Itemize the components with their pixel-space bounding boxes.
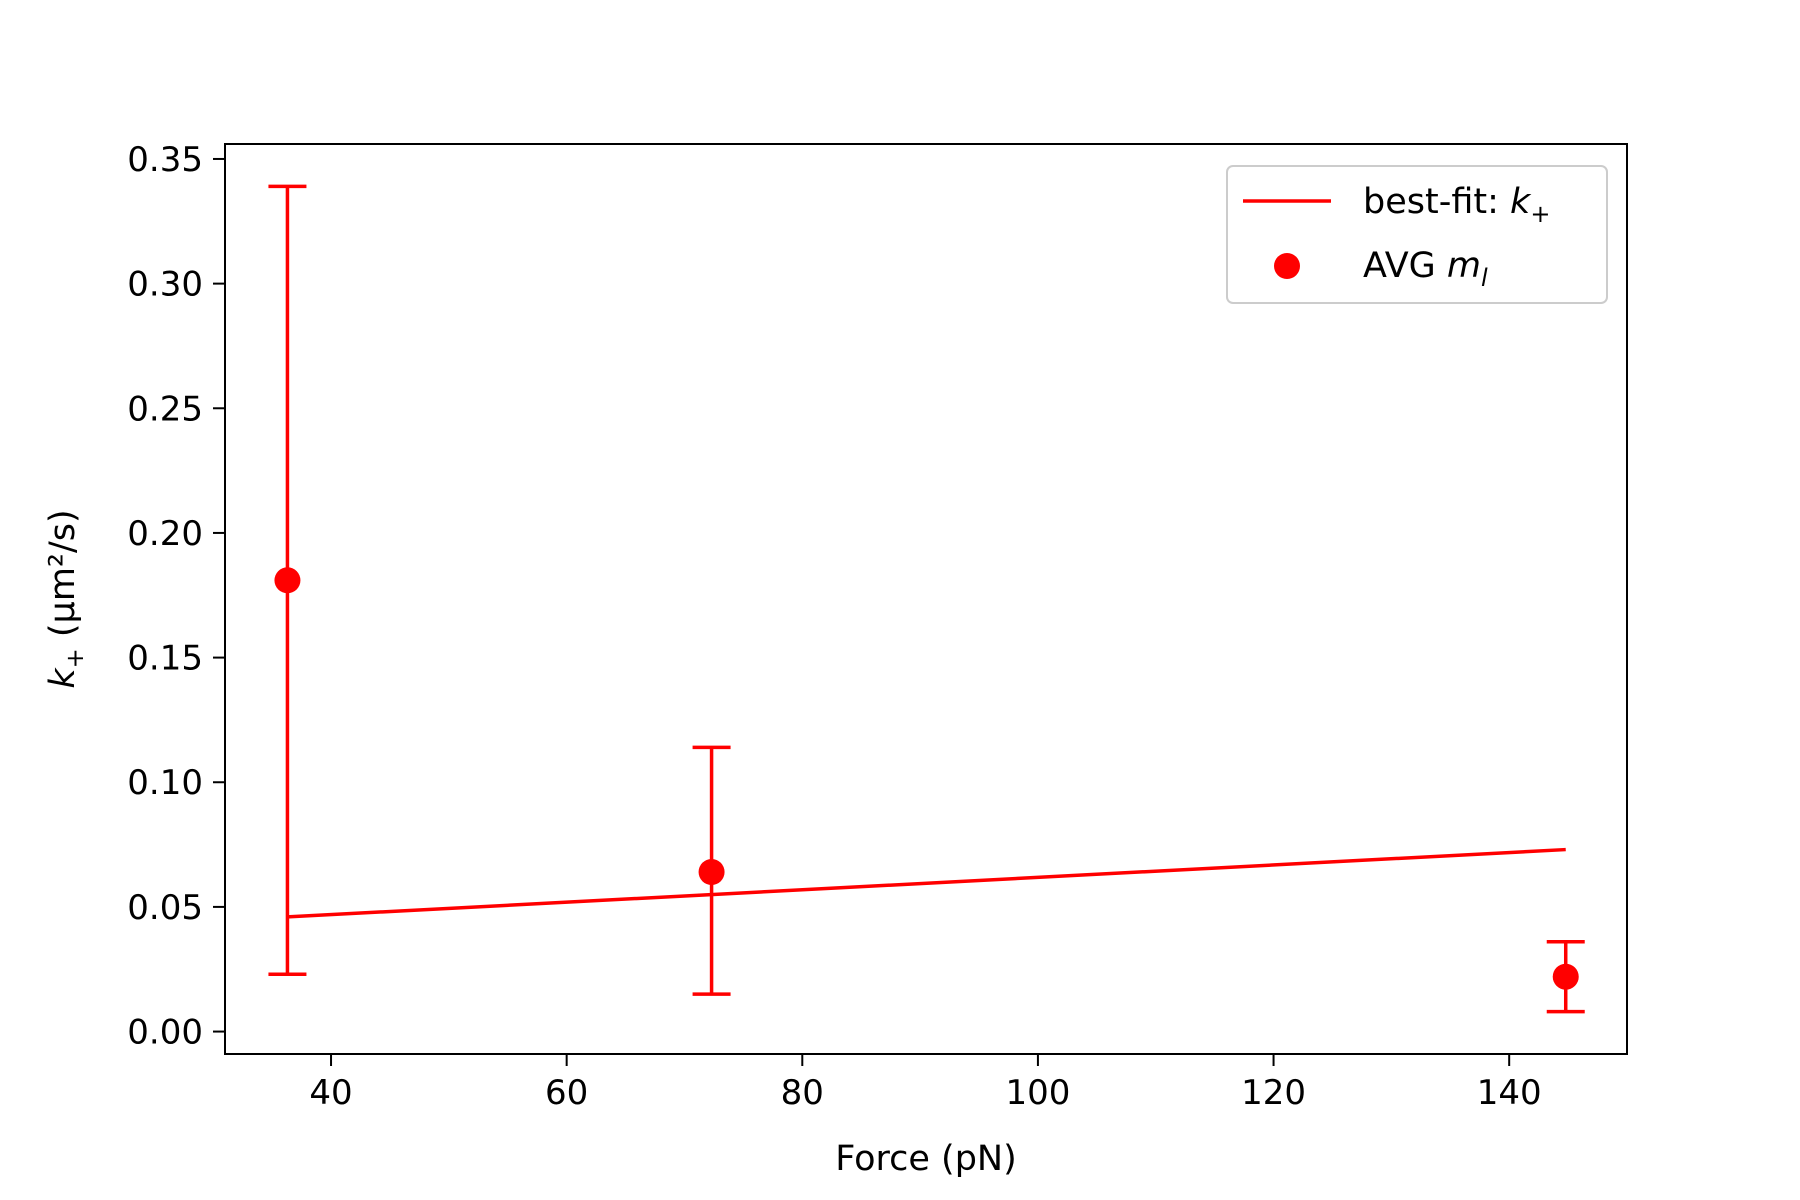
x-axis-ticks: 40 60 80 100 120 140: [309, 1054, 1542, 1113]
legend: best-fit: k+ AVG ml: [1226, 165, 1608, 304]
y-axis-ticks: 0.00 0.05 0.10 0.15 0.20 0.25 0.30 0.35: [127, 140, 225, 1053]
y-tick-label: 0.20: [127, 514, 203, 554]
legend-avg-subscript: l: [1481, 264, 1488, 292]
legend-entry-avg: AVG ml: [1363, 246, 1488, 292]
x-tick-label: 40: [309, 1073, 352, 1113]
x-tick-label: 80: [781, 1073, 824, 1113]
x-tick-label: 60: [545, 1073, 588, 1113]
legend-best-fit-symbol: k: [1510, 182, 1532, 222]
legend-best-fit-text: best-fit:: [1363, 182, 1510, 222]
data-point: [698, 859, 725, 885]
x-tick-label: 120: [1241, 1073, 1306, 1113]
y-tick-label: 0.25: [127, 389, 203, 429]
legend-best-fit-subscript: +: [1530, 200, 1550, 228]
plot-frame: [224, 143, 1628, 1055]
legend-avg-symbol: m: [1447, 246, 1481, 286]
y-axis-label: k+ (μm²/s): [43, 509, 89, 688]
y-tick-label: 0.30: [127, 265, 203, 305]
y-axis-label-subscript: +: [61, 648, 89, 668]
data-point: [274, 567, 301, 594]
legend-entry-best-fit: best-fit: k+: [1363, 182, 1550, 228]
x-tick-label: 140: [1477, 1073, 1542, 1113]
y-tick-label: 0.00: [127, 1013, 203, 1053]
y-tick-label: 0.10: [127, 763, 203, 803]
y-tick-label: 0.05: [127, 888, 203, 928]
y-axis-label-symbol: k: [43, 667, 83, 689]
chart-marks: [268, 184, 1585, 1014]
data-point: [1552, 963, 1579, 990]
y-tick-label: 0.35: [127, 140, 203, 180]
legend-marker-swatch: [1274, 253, 1300, 279]
x-axis-label: Force (pN): [835, 1139, 1017, 1179]
legend-avg-text: AVG: [1363, 246, 1447, 286]
best-fit-line: [287, 847, 1566, 919]
x-tick-label: 100: [1005, 1073, 1070, 1113]
y-axis-label-units: (μm²/s): [43, 509, 83, 648]
y-tick-label: 0.15: [127, 639, 203, 679]
